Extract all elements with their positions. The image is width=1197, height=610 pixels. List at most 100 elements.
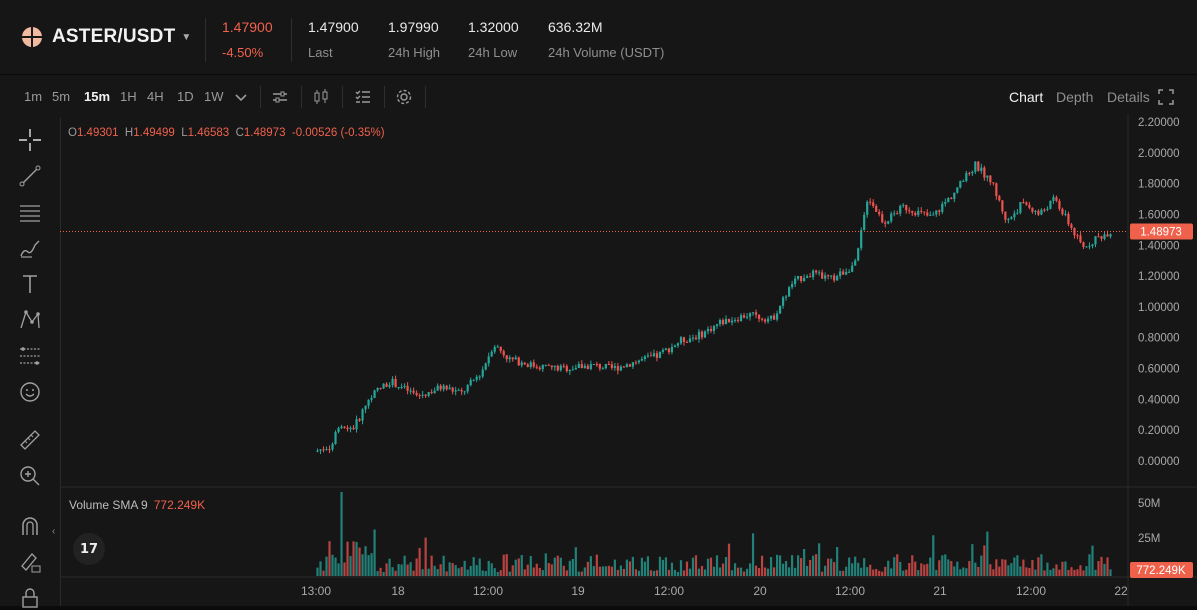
- zoom-icon[interactable]: [18, 464, 42, 488]
- volume-bar: [775, 554, 779, 576]
- crosshair-icon[interactable]: [18, 128, 42, 152]
- volume-bar: [878, 570, 881, 576]
- pattern-icon[interactable]: [18, 308, 42, 332]
- candle-body: [367, 399, 370, 406]
- volume-bar: [502, 554, 505, 576]
- candle-body: [893, 213, 896, 215]
- chevron-down-icon[interactable]: [232, 88, 250, 106]
- volume-bar: [1037, 557, 1040, 576]
- candle-body: [376, 387, 379, 391]
- volume-bar: [631, 556, 634, 576]
- volume-bar: [601, 566, 604, 576]
- timeframe-1w[interactable]: 1W: [204, 89, 224, 104]
- collapse-toolbar-arrow-icon[interactable]: ‹: [52, 526, 56, 537]
- volume-bar: [890, 568, 893, 576]
- indicators-icon[interactable]: [271, 88, 289, 106]
- fullscreen-icon[interactable]: [1157, 88, 1175, 106]
- volume-bar: [772, 567, 776, 576]
- tab-depth[interactable]: Depth: [1056, 89, 1094, 105]
- timeframe-1h[interactable]: 1H: [120, 89, 137, 104]
- timeframe-4h[interactable]: 4H: [147, 89, 164, 104]
- candle-body: [1007, 219, 1010, 221]
- candle-body: [857, 248, 860, 261]
- brush-icon[interactable]: [18, 236, 42, 260]
- candle-body: [349, 427, 352, 430]
- timeframe-1m[interactable]: 1m: [24, 89, 43, 104]
- candle-body: [821, 272, 824, 279]
- volume-bar: [815, 554, 818, 576]
- volume-bar: [505, 554, 508, 576]
- volume-bar: [373, 529, 376, 576]
- volume-bar: [833, 562, 836, 576]
- volume-current-label: 772.249K: [1136, 565, 1186, 577]
- volume-bar: [514, 559, 517, 576]
- candle-body: [343, 426, 346, 428]
- horizontal-lines-icon[interactable]: [18, 200, 42, 224]
- candle-body: [1091, 244, 1094, 246]
- candle-body: [995, 183, 998, 197]
- text-icon[interactable]: [18, 272, 42, 296]
- candle-body: [472, 379, 475, 381]
- volume-current-tag: [1130, 562, 1193, 578]
- candle-body: [1055, 197, 1058, 201]
- volume-bar: [875, 568, 878, 576]
- candle-body: [610, 364, 613, 368]
- volume-bar: [1106, 557, 1109, 576]
- volume-bar: [929, 557, 932, 576]
- fib-icon[interactable]: [18, 344, 42, 368]
- candle-body: [433, 390, 436, 394]
- volume-bar: [908, 563, 911, 576]
- volume-bar: [751, 533, 755, 576]
- timeframe-5m[interactable]: 5m: [52, 89, 71, 104]
- volume-bar: [403, 555, 406, 576]
- candle-body: [992, 182, 995, 184]
- volume-bar: [478, 558, 481, 576]
- toolbar-divider: [301, 86, 302, 108]
- timeframe-15m[interactable]: 15m: [84, 89, 111, 104]
- candle-body: [974, 161, 977, 172]
- volume-bar: [472, 557, 475, 576]
- timeframe-1d[interactable]: 1D: [177, 89, 194, 104]
- emoji-icon[interactable]: [18, 380, 42, 404]
- candle-body: [391, 378, 394, 386]
- caret-down-icon[interactable]: ▼: [181, 31, 192, 43]
- candle-type-icon[interactable]: [312, 88, 330, 106]
- ruler-icon[interactable]: [18, 428, 42, 452]
- volume-bar: [733, 563, 737, 576]
- volume-bar: [697, 568, 701, 576]
- volume-bar: [628, 561, 631, 576]
- volume-bar: [1061, 561, 1064, 576]
- candle-body: [769, 315, 773, 319]
- volume-bar: [989, 564, 992, 576]
- volume-bar: [604, 566, 607, 576]
- candle-body: [346, 427, 349, 430]
- candle-body: [664, 348, 668, 350]
- candle-body: [328, 449, 331, 451]
- candle-body: [941, 203, 944, 212]
- volume-bar: [349, 555, 352, 576]
- settings-icon[interactable]: [395, 88, 413, 106]
- tab-details[interactable]: Details: [1107, 89, 1150, 105]
- magnet-icon[interactable]: [18, 514, 42, 538]
- candle-body: [935, 210, 938, 215]
- tradingview-logo[interactable]: 17: [73, 533, 105, 565]
- candle-body: [872, 202, 875, 207]
- trend-line-icon[interactable]: [18, 164, 42, 188]
- candle-body: [1022, 201, 1025, 203]
- stat-24h-volume: 636.32M 24h Volume (USDT): [548, 19, 664, 60]
- tab-chart[interactable]: Chart: [1009, 89, 1044, 105]
- volume-bar: [607, 565, 610, 576]
- volume-bar: [851, 563, 854, 576]
- candle-body: [1001, 200, 1004, 212]
- checklist-icon[interactable]: [354, 88, 372, 106]
- lock-icon[interactable]: [18, 586, 42, 610]
- candle-body: [1016, 212, 1019, 214]
- volume-bar: [673, 569, 677, 576]
- volume-bar: [962, 567, 965, 576]
- candle-body: [733, 319, 737, 321]
- chart-canvas[interactable]: 2.20000 2.00000 1.80000 1.60000 1.40000 1.200…: [60, 114, 1197, 606]
- volume-bar: [914, 561, 917, 576]
- lock-draw-icon[interactable]: [18, 550, 42, 574]
- pair-selector[interactable]: ASTER/USDT ▼: [22, 26, 191, 48]
- candle-body: [655, 353, 659, 358]
